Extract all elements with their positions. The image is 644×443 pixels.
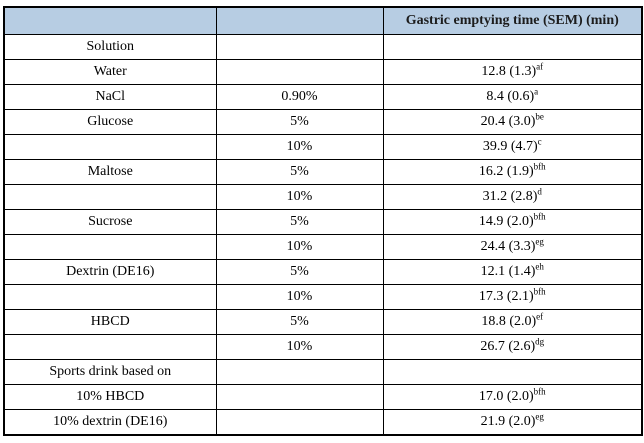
table-row-sucrose-5: Sucrose 5% 14.9 (2.0)bfh (3, 209, 643, 235)
concentration-cell: 5% (215, 209, 384, 235)
table-row-sports-dextrin: 10% dextrin (DE16) 21.9 (2.0)eg (3, 409, 643, 436)
value-text: 14.9 (2.0) (478, 214, 534, 229)
footnote-superscript: dg (535, 336, 545, 347)
concentration-cell (215, 59, 384, 85)
solution-cell: 10% dextrin (DE16) (3, 409, 217, 436)
value-text: 21.9 (2.0) (480, 414, 536, 429)
footnote-superscript: be (535, 111, 544, 122)
value-cell: 24.4 (3.3)eg (382, 234, 643, 260)
value-text: 39.9 (4.7) (482, 139, 538, 154)
value-text: 18.8 (2.0) (481, 314, 537, 329)
footnote-superscript: eh (535, 261, 544, 272)
solution-cell: 10% HBCD (3, 384, 217, 410)
table-row-sports-hbcd: 10% HBCD 17.0 (2.0)bfh (3, 384, 643, 410)
solution-cell: HBCD (3, 309, 217, 335)
value-cell: 31.2 (2.8)d (382, 184, 643, 210)
value-cell: 17.3 (2.1)bfh (382, 284, 643, 310)
table-row-dextrin-10: 10% 17.3 (2.1)bfh (3, 284, 643, 310)
table-row-sports-drink-section: Sports drink based on (3, 359, 643, 385)
table-header-row: Gastric emptying time (SEM) (min) (3, 6, 643, 35)
table-row-nacl: NaCl 0.90% 8.4 (0.6)a (3, 84, 643, 110)
footnote-superscript: d (537, 186, 542, 197)
concentration-cell: 5% (215, 159, 384, 185)
value-text: 26.7 (2.6) (480, 339, 536, 354)
gastric-emptying-table: Gastric emptying time (SEM) (min) Soluti… (3, 6, 643, 436)
table-row-sucrose-10: 10% 24.4 (3.3)eg (3, 234, 643, 260)
footnote-superscript: a (534, 86, 539, 97)
solution-cell: NaCl (3, 84, 217, 110)
value-cell: 18.8 (2.0)ef (382, 309, 643, 335)
solution-cell: Maltose (3, 159, 217, 185)
header-cell-empty-1 (3, 6, 217, 35)
footnote-superscript: bfh (533, 161, 546, 172)
solution-cell (3, 134, 217, 160)
solution-cell: Sports drink based on (3, 359, 217, 385)
solution-cell: Sucrose (3, 209, 217, 235)
value-text: 16.2 (1.9) (478, 164, 534, 179)
footnote-superscript: c (537, 136, 542, 147)
table-row-hbcd-5: HBCD 5% 18.8 (2.0)ef (3, 309, 643, 335)
solution-cell (3, 284, 217, 310)
concentration-cell (215, 384, 384, 410)
value-text: 17.3 (2.1) (478, 289, 534, 304)
value-text: 24.4 (3.3) (480, 239, 536, 254)
footnote-superscript: bfh (533, 386, 546, 397)
footnote-superscript: bfh (533, 211, 546, 222)
concentration-cell: 10% (215, 284, 384, 310)
value-cell: 20.4 (3.0)be (382, 109, 643, 135)
concentration-cell: 10% (215, 334, 384, 360)
solution-cell: Solution (3, 34, 217, 60)
table-row-glucose-5: Glucose 5% 20.4 (3.0)be (3, 109, 643, 135)
footnote-superscript: ef (536, 311, 544, 322)
concentration-cell: 5% (215, 309, 384, 335)
concentration-cell (215, 34, 384, 60)
solution-cell (3, 334, 217, 360)
concentration-cell: 10% (215, 134, 384, 160)
footnote-superscript: bfh (533, 286, 546, 297)
value-cell: 21.9 (2.0)eg (382, 409, 643, 436)
value-cell: 12.1 (1.4)eh (382, 259, 643, 285)
value-cell (382, 34, 643, 60)
footnote-superscript: eg (535, 236, 544, 247)
table-row-dextrin-5: Dextrin (DE16) 5% 12.1 (1.4)eh (3, 259, 643, 285)
solution-cell: Dextrin (DE16) (3, 259, 217, 285)
solution-cell: Glucose (3, 109, 217, 135)
value-text: 17.0 (2.0) (478, 389, 534, 404)
value-cell: 12.8 (1.3)af (382, 59, 643, 85)
value-text: 20.4 (3.0) (480, 114, 536, 129)
header-cell-empty-2 (215, 6, 384, 35)
concentration-cell: 0.90% (215, 84, 384, 110)
concentration-cell: 10% (215, 234, 384, 260)
value-cell (382, 359, 643, 385)
table-row-maltose-5: Maltose 5% 16.2 (1.9)bfh (3, 159, 643, 185)
solution-cell (3, 184, 217, 210)
table-row-maltose-10: 10% 31.2 (2.8)d (3, 184, 643, 210)
value-text: 8.4 (0.6) (486, 89, 535, 104)
value-text: 12.1 (1.4) (480, 264, 536, 279)
concentration-cell: 10% (215, 184, 384, 210)
value-text: 12.8 (1.3) (481, 64, 537, 79)
solution-cell (3, 234, 217, 260)
table-row-hbcd-10: 10% 26.7 (2.6)dg (3, 334, 643, 360)
header-cell-gastric-emptying-time: Gastric emptying time (SEM) (min) (382, 6, 643, 35)
value-cell: 26.7 (2.6)dg (382, 334, 643, 360)
concentration-cell (215, 359, 384, 385)
solution-cell: Water (3, 59, 217, 85)
value-cell: 17.0 (2.0)bfh (382, 384, 643, 410)
footnote-superscript: eg (535, 411, 544, 422)
concentration-cell: 5% (215, 259, 384, 285)
table-row-glucose-10: 10% 39.9 (4.7)c (3, 134, 643, 160)
footnote-superscript: af (536, 61, 544, 72)
concentration-cell (215, 409, 384, 436)
table-row-solution-section: Solution (3, 34, 643, 60)
value-cell: 16.2 (1.9)bfh (382, 159, 643, 185)
table-row-water: Water 12.8 (1.3)af (3, 59, 643, 85)
value-cell: 8.4 (0.6)a (382, 84, 643, 110)
concentration-cell: 5% (215, 109, 384, 135)
value-text: 31.2 (2.8) (482, 189, 538, 204)
value-cell: 14.9 (2.0)bfh (382, 209, 643, 235)
value-cell: 39.9 (4.7)c (382, 134, 643, 160)
